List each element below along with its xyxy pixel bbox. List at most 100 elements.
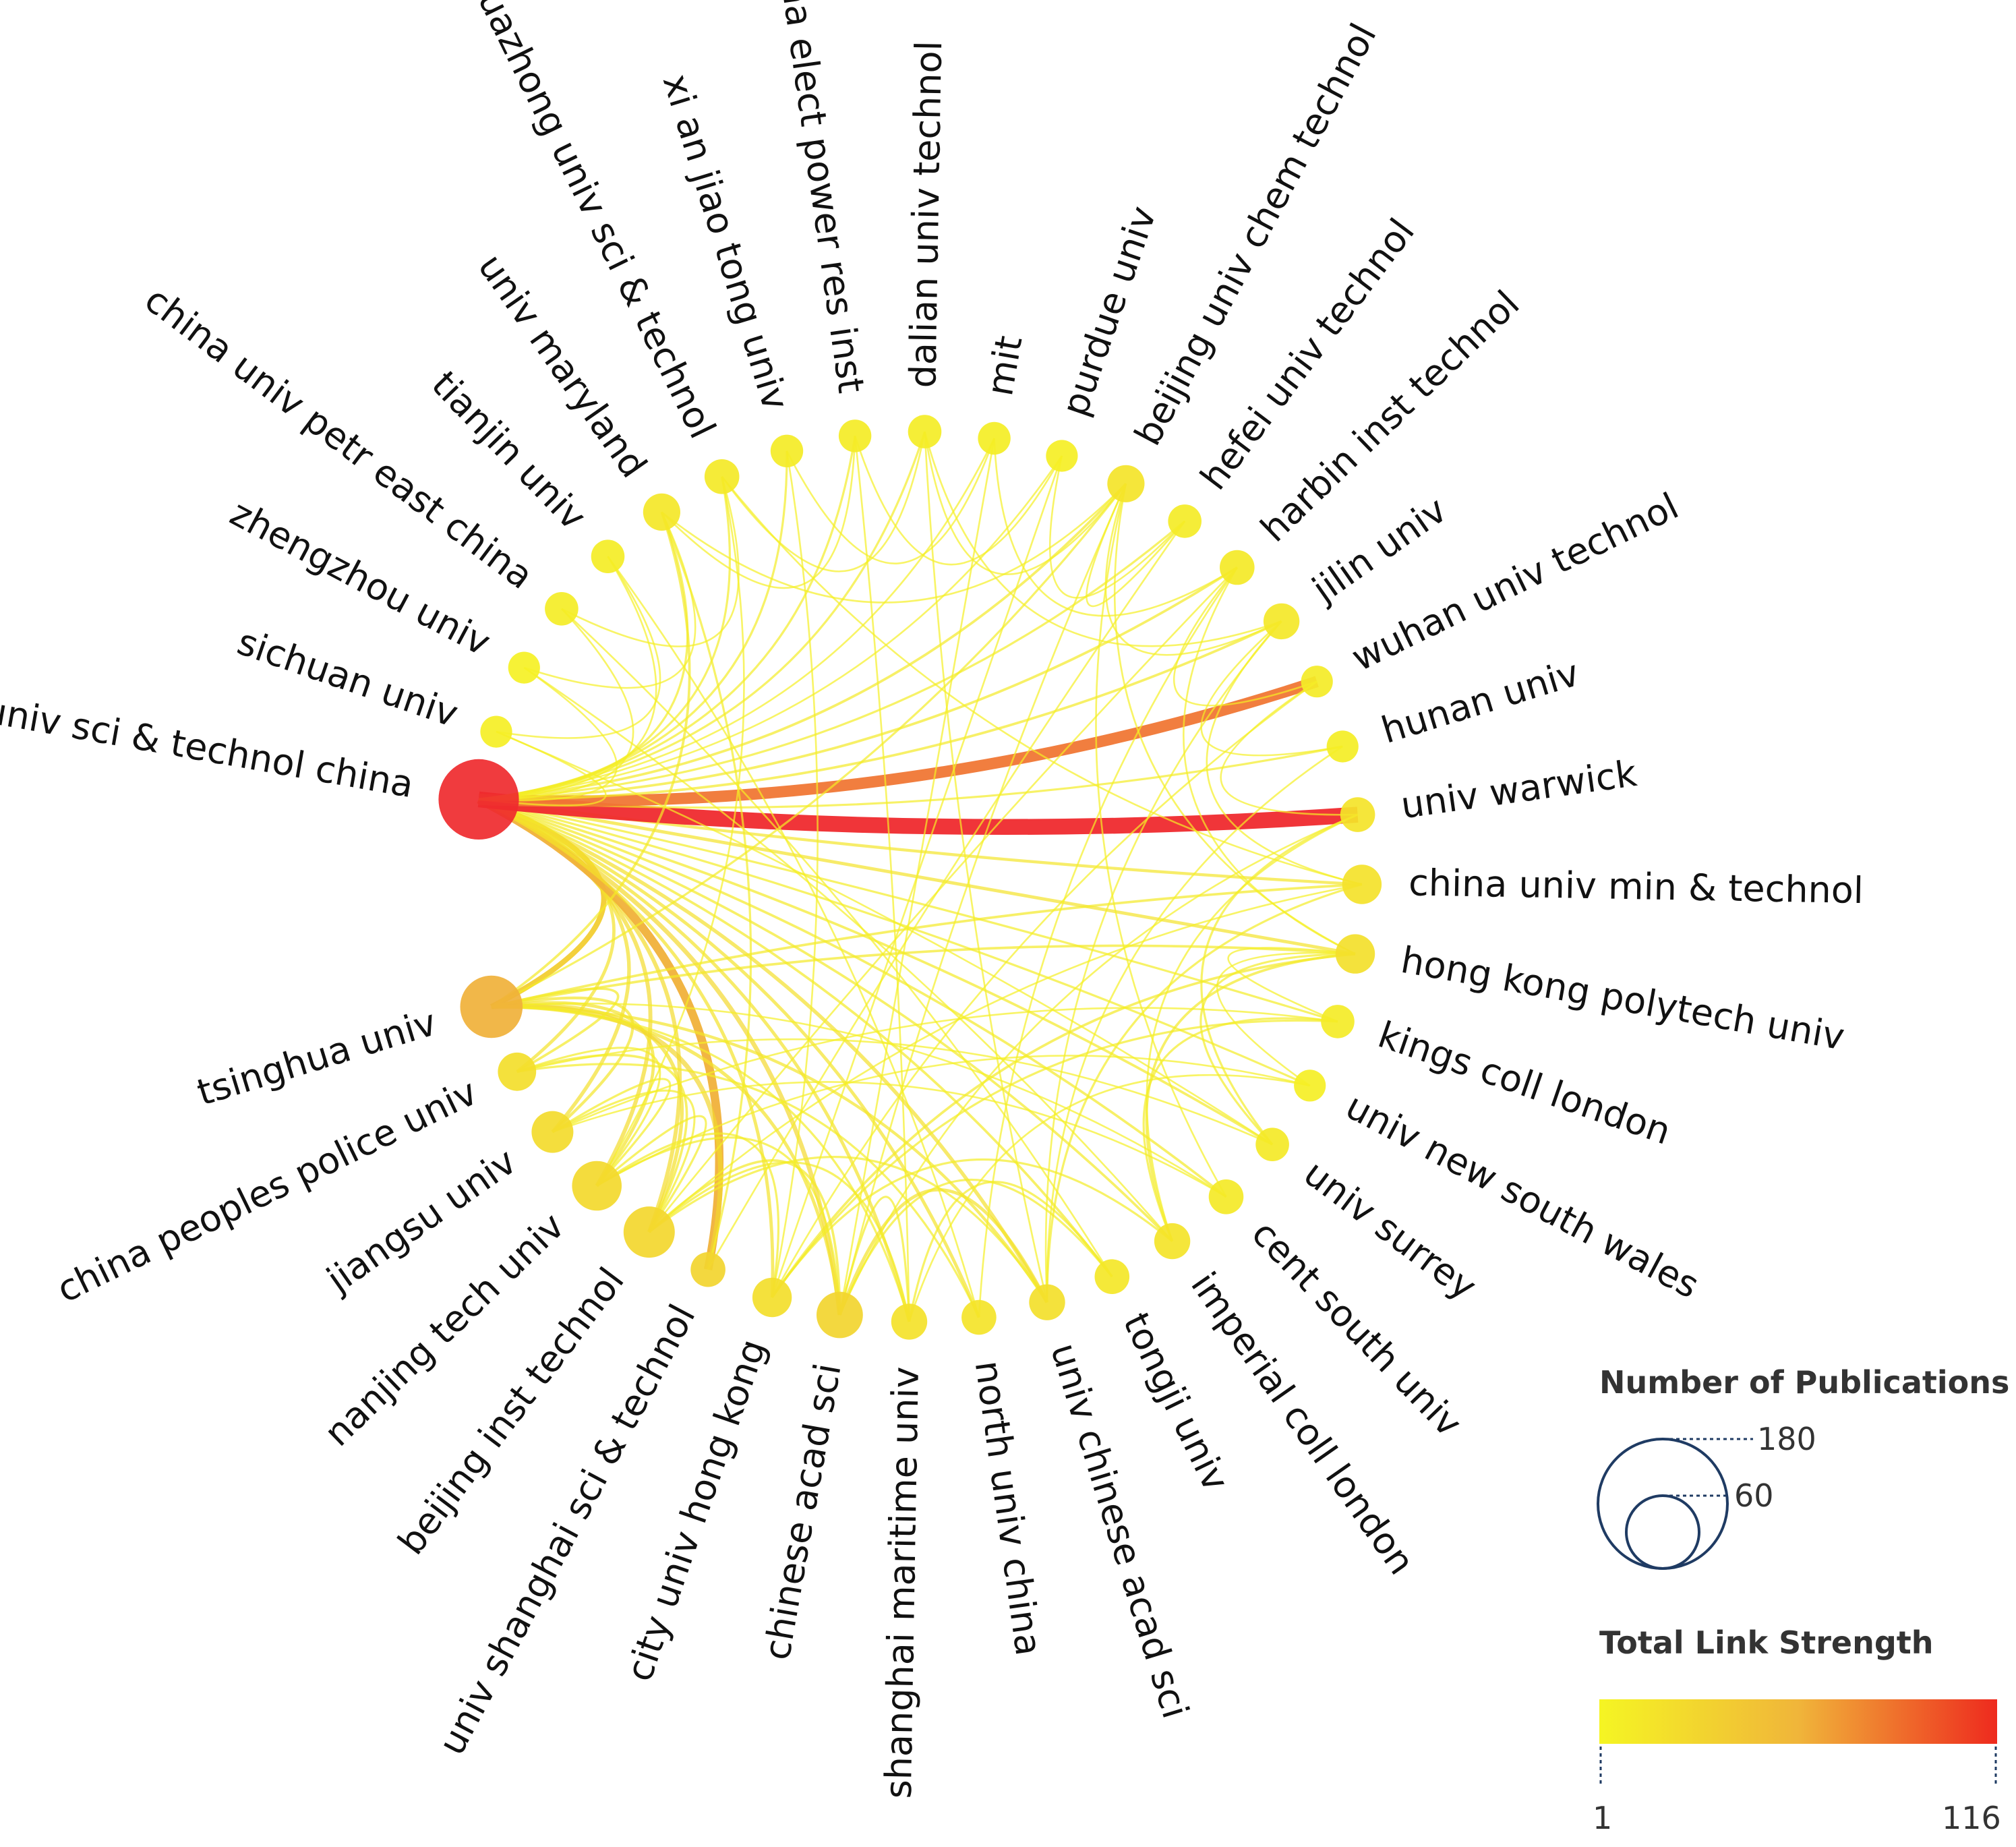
link-purdue-univ--city-univ-hong-kong: [771, 455, 1063, 1298]
link-nanjing-tech-univ--city-univ-hong-kong: [596, 1132, 780, 1298]
legend-color-bar: [1599, 1699, 1997, 1744]
link-univ-warwick--chinese-acad-sci: [839, 813, 1359, 1316]
node-shanghai-maritime-univ: [891, 1303, 928, 1340]
node-cent-south-univ: [1208, 1179, 1244, 1214]
link-china-peoples-police-univ--north-univ-china: [516, 1063, 980, 1318]
link-hefei-univ-technol--beijing-univ-chem-technol: [1086, 483, 1186, 608]
link-city-univ-hong-kong--imperial-coll-london: [771, 1158, 1173, 1298]
link-beijing-univ-chem-technol--univ-maryland: [661, 483, 1127, 604]
link-univ-sci-technol-china--univ-maryland: [478, 511, 689, 800]
link-univ-sci-technol-china--imperial-coll-london: [478, 798, 1173, 1242]
link-huazhong-univ-sci-technol--china-univ-petr-east-china: [561, 476, 740, 647]
link-hefei-univ-technol--univ-shanghai-sci-technol: [707, 521, 1186, 1270]
node-tongji-univ: [1094, 1259, 1130, 1294]
link-univ-sci-technol-china--north-univ-china: [478, 798, 981, 1318]
node-jilin-univ: [1263, 603, 1300, 640]
link-huazhong-univ-sci-technol--nanjing-tech-univ: [596, 476, 745, 1187]
link-univ-sci-technol-china--huazhong-univ-sci-technol: [478, 476, 731, 800]
link-purdue-univ--china-elect-power-res-inst: [854, 435, 1063, 566]
label-chinese-acad-sci: chinese acad sci: [755, 1360, 849, 1663]
node-univ-shanghai-sci-technol: [690, 1252, 725, 1287]
label-china-peoples-police-univ: china peoples police univ: [51, 1071, 484, 1312]
link-univ-sci-technol-china--beijing-univ-chem-technol: [478, 483, 1127, 801]
link-china-elect-power-res-inst--univ-maryland: [661, 436, 856, 589]
link-tsinghua-univ--hong-kong-polytech-univ: [491, 944, 1356, 1008]
link-imperial-coll-london--univ-warwick: [1146, 813, 1359, 1242]
legend-size-circle-180: [1597, 1438, 1729, 1570]
link-univ-sci-technol-china--univ-warwick: [477, 791, 1359, 835]
link-beijing-inst-technol--chinese-acad-sci: [648, 1159, 841, 1316]
link-tsinghua-univ--beijing-univ-chem-technol: [491, 483, 1127, 1008]
link-univ-chinese-acad-sci--china-univ-min-technol: [1046, 883, 1363, 1303]
link-harbin-inst-technol--mit: [993, 438, 1238, 617]
link-kings-coll-london--jiangsu-univ: [552, 1007, 1338, 1133]
link-tsinghua-univ--nanjing-tech-univ: [491, 1001, 655, 1187]
link-harbin-inst-technol--beijing-inst-technol: [648, 566, 1238, 1233]
link-nanjing-tech-univ--beijing-inst-technol: [596, 1115, 707, 1233]
chord-links: [477, 431, 1363, 1322]
label-purdue-univ: purdue univ: [1053, 201, 1164, 421]
label-hunan-univ: hunan univ: [1377, 651, 1584, 752]
link-univ-sci-technol-china--harbin-inst-technol: [478, 566, 1238, 801]
legend-color-title: Total Link Strength: [1599, 1624, 1934, 1661]
link-univ-new-south-wales--hong-kong-polytech-univ: [1216, 951, 1356, 1086]
link-tianjin-univ--sichuan-univ: [496, 556, 661, 739]
link-tsinghua-univ--univ-chinese-acad-sci: [491, 1005, 1048, 1303]
legend-size-value-180: 180: [1757, 1421, 1816, 1457]
node-hefei-univ-technol: [1168, 504, 1202, 538]
node-harbin-inst-technol: [1220, 550, 1255, 585]
link-univ-sci-technol-china--kings-coll-london: [478, 798, 1338, 1023]
link-zhengzhou-univ--imperial-coll-london: [523, 667, 1173, 1242]
link-kings-coll-london--hong-kong-polytech-univ: [1227, 947, 1356, 1023]
node-china-elect-power-res-inst: [838, 419, 872, 452]
link-china-univ-min-technol--jilin-univ: [1206, 620, 1363, 885]
link-univ-sci-technol-china--zhengzhou-univ: [478, 667, 618, 802]
link-univ-sci-technol-china--cent-south-univ: [478, 798, 1227, 1198]
link-jiangsu-univ--cent-south-univ: [552, 1081, 1227, 1198]
link-univ-sci-technol-china--hefei-univ-technol: [478, 520, 1186, 800]
link-china-peoples-police-univ--beijing-inst-technol: [516, 1053, 688, 1233]
node-tsinghua-univ: [460, 975, 523, 1038]
link-jilin-univ--dalian-univ-technol: [924, 431, 1282, 647]
link-univ-new-south-wales--nanjing-tech-univ: [596, 1055, 1311, 1187]
link-jilin-univ--beijing-univ-chem-technol: [1104, 483, 1282, 656]
node-univ-sci-technol-china: [438, 759, 519, 840]
link-univ-sci-technol-china--univ-chinese-acad-sci: [477, 797, 1049, 1303]
label-univ-warwick: univ warwick: [1398, 752, 1640, 827]
link-tsinghua-univ--china-peoples-police-univ: [491, 987, 620, 1073]
link-china-peoples-police-univ--nanjing-tech-univ: [516, 1047, 661, 1187]
legend-size-circle-60: [1625, 1494, 1700, 1570]
link-mit--xi-an-jiao-tong-univ: [785, 438, 995, 564]
link-north-univ-china--harbin-inst-technol: [978, 566, 1238, 1318]
link-univ-sci-technol-china--chinese-acad-sci: [477, 797, 842, 1316]
label-harbin-inst-technol: harbin inst technol: [1253, 283, 1528, 550]
link-jiangsu-univ--beijing-inst-technol: [552, 1089, 696, 1233]
legend-color-min: 1: [1593, 1800, 1612, 1836]
link-univ-sci-technol-china--jilin-univ: [478, 620, 1282, 801]
label-dalian-univ-technol: dalian univ technol: [901, 40, 950, 388]
link-univ-chinese-acad-sci--jilin-univ: [1044, 620, 1282, 1303]
link-cent-south-univ--beijing-univ-chem-technol: [1095, 483, 1227, 1198]
node-hunan-univ: [1326, 730, 1359, 763]
link-univ-surrey--hong-kong-polytech-univ: [1199, 953, 1356, 1146]
node-city-univ-hong-kong: [752, 1277, 792, 1318]
label-north-univ-china: north univ china: [967, 1358, 1050, 1658]
node-china-univ-petr-east-china: [545, 592, 579, 626]
node-univ-new-south-wales: [1294, 1069, 1326, 1102]
link-tianjin-univ--north-univ-china: [607, 556, 980, 1318]
node-sichuan-univ: [480, 715, 512, 748]
label-tsinghua-univ: tsinghua univ: [192, 1001, 441, 1114]
link-univ-sci-technol-china--china-univ-petr-east-china: [478, 608, 634, 800]
node-purdue-univ: [1046, 440, 1078, 472]
label-univ-sci-technol-china: univ sci & technol china: [0, 688, 417, 806]
link-univ-sci-technol-china--shanghai-maritime-univ: [477, 798, 911, 1322]
link-univ-sci-technol-china--purdue-univ: [478, 455, 1063, 800]
link-dalian-univ-technol--univ-chinese-acad-sci: [924, 432, 1048, 1303]
node-nanjing-tech-univ: [572, 1161, 622, 1211]
label-china-univ-min-technol: china univ min & technol: [1409, 861, 1864, 912]
node-huazhong-univ-sci-technol: [704, 459, 740, 494]
node-xi-an-jiao-tong-univ: [770, 434, 804, 467]
link-tsinghua-univ--univ-maryland: [490, 511, 691, 1008]
label-imperial-coll-london: imperial coll london: [1183, 1264, 1423, 1582]
